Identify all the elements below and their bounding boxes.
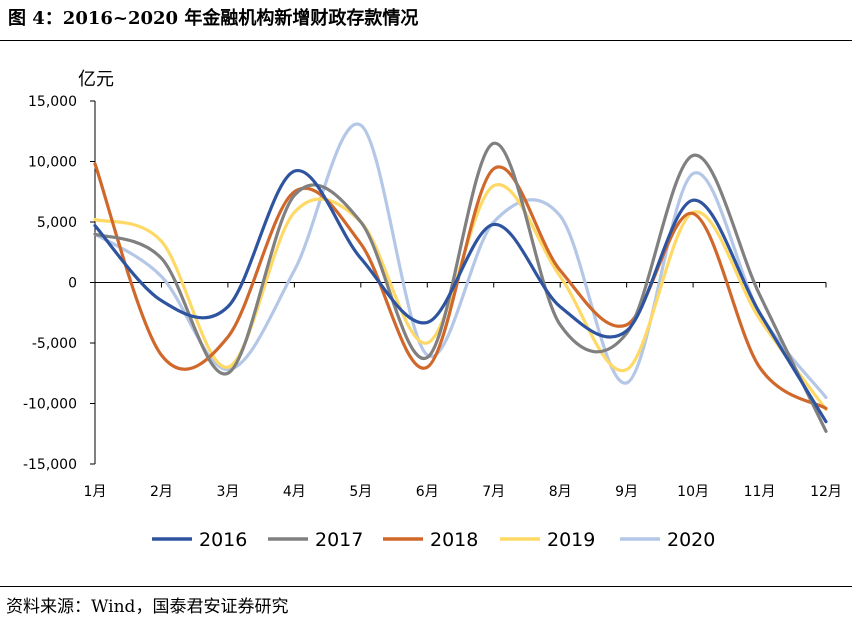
x-tick-label: 1月: [84, 484, 107, 500]
top-rule: [0, 40, 852, 41]
y-axis-unit-label: 亿元: [78, 69, 114, 90]
y-tick-label: -5,000: [32, 336, 77, 352]
bottom-rule: [0, 586, 852, 587]
line-chart: 亿元 15,000 10,000 5,000 0 -5,000 -10,000 -15,00…: [23, 69, 842, 551]
series-line-2016: [93, 169, 828, 424]
y-tick-label: 0: [68, 276, 77, 292]
legend-label-2020: 2020: [667, 529, 715, 551]
source-note: 资料来源：Wind，国泰君安证券研究: [6, 597, 289, 617]
series-line-2018: [93, 162, 828, 410]
figure-title: 图 4：2016~2020 年金融机构新增财政存款情况: [8, 8, 419, 29]
chart-legend: 2016 2017 2018 2019 2020: [152, 529, 715, 551]
series-line-2017: [93, 141, 828, 433]
series-line-2019: [93, 183, 828, 412]
x-tick-label: 2月: [150, 484, 173, 500]
x-tick-label: 12月: [810, 484, 842, 500]
legend-label-2016: 2016: [199, 529, 247, 551]
x-tick-label: 4月: [283, 484, 306, 500]
y-tick-label: -15,000: [23, 457, 77, 473]
chart-axes: 15,000 10,000 5,000 0 -5,000 -10,000 -15,000 1月…: [23, 94, 842, 500]
x-tick-label: 8月: [549, 484, 572, 500]
x-tick-label: 5月: [349, 484, 372, 500]
x-tick-label: 7月: [482, 484, 505, 500]
x-tick-label: 10月: [677, 484, 709, 500]
y-tick-label: 5,000: [37, 215, 77, 231]
legend-label-2017: 2017: [315, 529, 363, 551]
y-tick-label: 15,000: [28, 94, 77, 110]
y-tick-label: 10,000: [28, 155, 77, 171]
x-tick-label: 3月: [216, 484, 239, 500]
chart-series-lines: [93, 122, 828, 433]
legend-label-2019: 2019: [547, 529, 595, 551]
x-tick-label: 6月: [416, 484, 439, 500]
x-tick-label: 9月: [615, 484, 638, 500]
y-tick-label: -10,000: [23, 397, 77, 413]
legend-label-2018: 2018: [430, 529, 478, 551]
x-tick-label: 11月: [744, 484, 776, 500]
